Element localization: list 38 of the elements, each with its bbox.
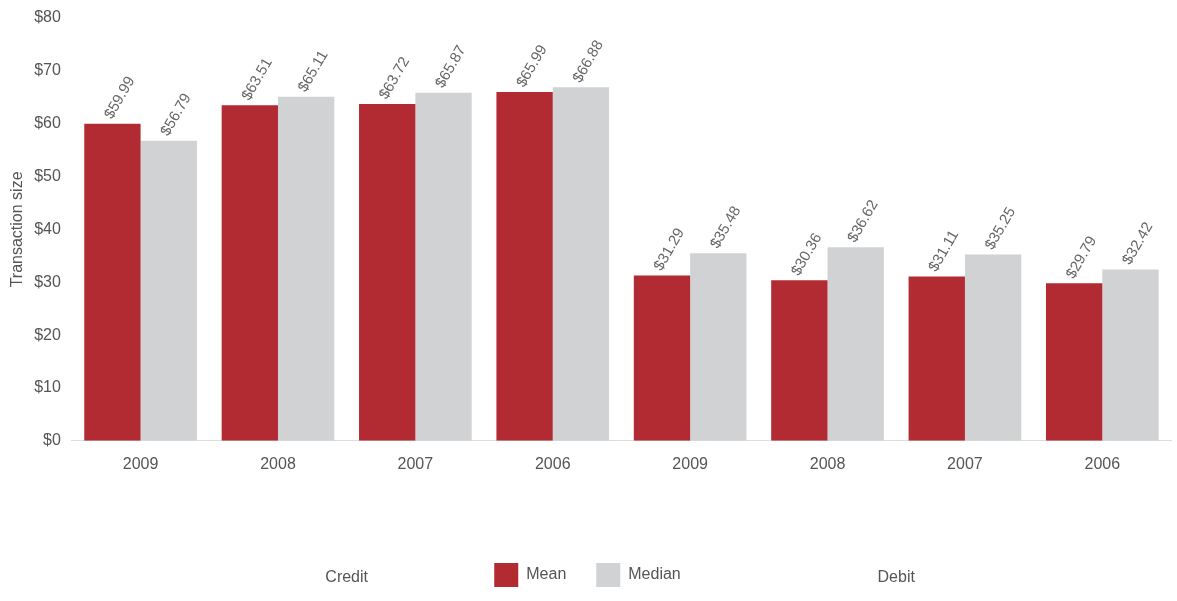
y-tick-label: $30 <box>34 272 61 290</box>
bar <box>496 92 553 441</box>
y-tick-label: $60 <box>34 114 61 132</box>
y-tick-label: $50 <box>34 166 61 184</box>
x-tick-label: 2008 <box>809 454 846 472</box>
y-tick-label: $10 <box>34 378 61 396</box>
x-tick-label: 2007 <box>947 454 983 472</box>
bar <box>827 247 884 441</box>
bar <box>1102 269 1159 441</box>
text: Credit <box>325 568 369 586</box>
x-tick-label: 2006 <box>1084 454 1121 472</box>
y-tick-label: $70 <box>34 61 61 79</box>
y-tick-label: $40 <box>34 219 61 237</box>
y-tick-label: $20 <box>34 325 61 343</box>
bar <box>359 104 416 441</box>
bar <box>221 105 278 441</box>
x-tick-label: 2006 <box>534 454 571 472</box>
bar <box>84 123 141 441</box>
x-tick-label: 2007 <box>397 454 434 472</box>
x-tick-label: 2009 <box>122 454 159 472</box>
bar <box>277 96 335 441</box>
legend-label: Mean <box>526 565 567 583</box>
y-tick-label: $0 <box>43 431 61 449</box>
bar <box>415 92 472 441</box>
bar <box>140 140 197 441</box>
x-tick-label: 2009 <box>672 454 709 472</box>
bar <box>633 275 691 441</box>
bar <box>964 254 1022 441</box>
x-tick-label: 2008 <box>260 454 296 472</box>
y-axis-title: Transaction size <box>8 171 26 288</box>
y-tick-label: $80 <box>34 8 61 26</box>
bar <box>908 276 965 441</box>
legend-label: Median <box>628 565 681 583</box>
bar <box>552 87 610 441</box>
text: Debit <box>877 568 916 586</box>
bar <box>690 253 747 441</box>
bar <box>1045 283 1103 441</box>
bar <box>771 280 828 441</box>
